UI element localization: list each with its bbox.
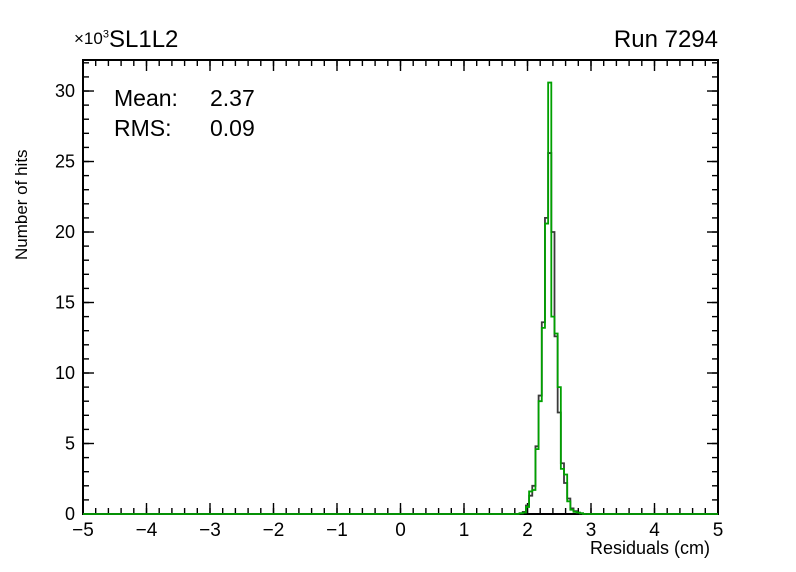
svg-text:−3: −3 [199, 520, 221, 541]
page-title: SL1L2 [109, 26, 179, 53]
data-series-group [83, 81, 718, 515]
stat-row-mean: Mean: 2.37 [114, 83, 255, 113]
svg-text:3: 3 [586, 520, 597, 541]
svg-text:20: 20 [55, 222, 75, 242]
y-axis-exponent-label: ×103 [74, 28, 109, 48]
svg-text:0: 0 [395, 520, 406, 541]
svg-text:−4: −4 [136, 520, 158, 541]
svg-text:−5: −5 [72, 520, 94, 541]
axis-ticks [82, 60, 719, 515]
svg-text:30: 30 [55, 81, 75, 101]
y-axis-exponent-power: 3 [102, 28, 109, 41]
svg-text:15: 15 [55, 293, 75, 313]
run-label: Run 7294 [613, 26, 718, 53]
axis-frame [82, 59, 719, 515]
svg-text:−1: −1 [326, 520, 348, 541]
svg-text:10: 10 [55, 363, 75, 383]
stat-row-rms: RMS: 0.09 [114, 113, 255, 143]
svg-text:1: 1 [459, 520, 470, 541]
y-axis-exponent-base: ×10 [74, 29, 103, 48]
svg-text:2: 2 [522, 520, 533, 541]
statistics-box: Mean: 2.37 RMS: 0.09 [114, 83, 255, 143]
stat-label-mean: Mean: [114, 85, 178, 111]
x-axis-title: Residuals (cm) [590, 538, 711, 558]
stat-value-mean: 2.37 [210, 85, 255, 111]
axis-tick-labels: −5 −4 −3 −2 −1 0 1 2 3 4 5 0 5 10 15 20 25 30 [55, 81, 723, 541]
stat-value-rms: 0.09 [210, 115, 255, 141]
svg-text:5: 5 [713, 520, 724, 541]
svg-text:−2: −2 [263, 520, 285, 541]
stat-label-rms: RMS: [114, 115, 172, 141]
svg-text:4: 4 [649, 520, 660, 541]
svg-text:5: 5 [65, 434, 75, 454]
svg-text:25: 25 [55, 152, 75, 172]
svg-text:0: 0 [65, 504, 75, 524]
